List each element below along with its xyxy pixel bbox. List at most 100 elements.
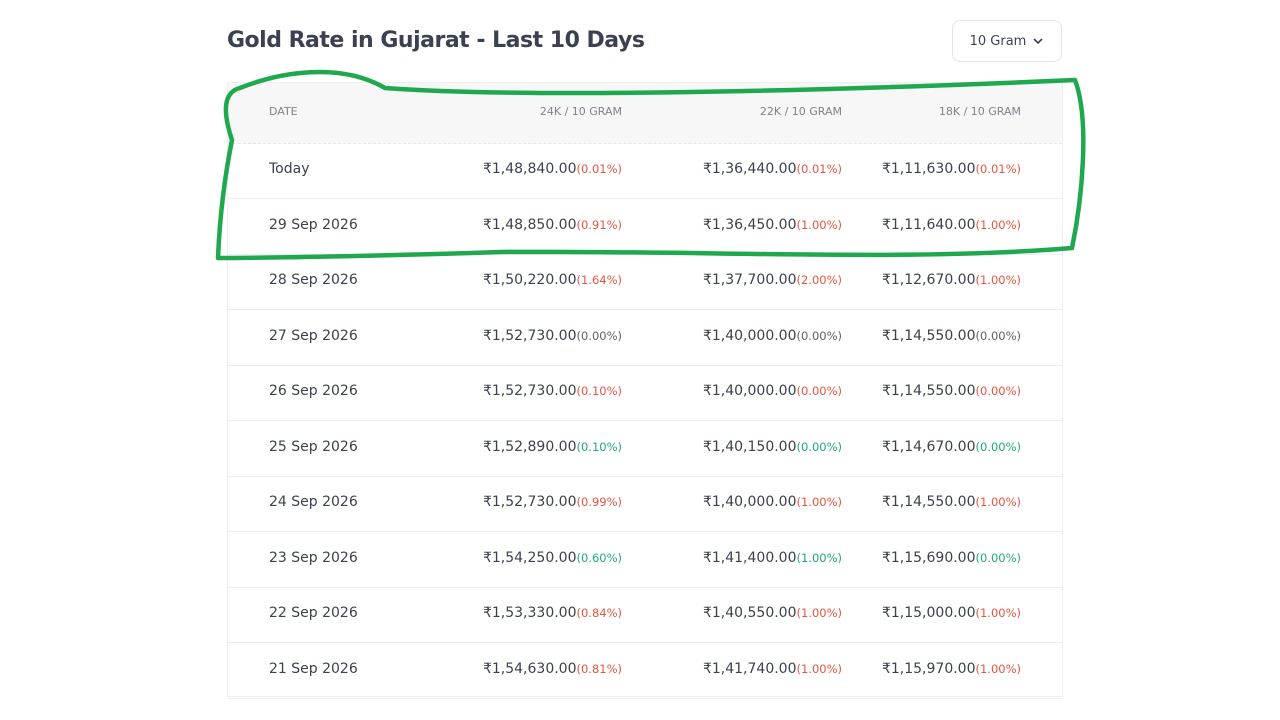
price: ₹1,14,670.00 [881,438,976,455]
table-row: 29 Sep 2026 ₹1,48,850.00(0.91%) ₹1,36,450.… [228,199,1062,255]
change: (1.00%) [796,661,842,676]
price: ₹1,14,550.00 [881,383,976,399]
rate-cell: ₹1,40,150.00(0.00%) [703,439,842,455]
change: (0.00%) [975,439,1021,454]
price: ₹1,40,000.00 [702,327,797,344]
date-cell: 25 Sep 2026 [269,438,358,455]
table-row: 26 Sep 2026 ₹1,52,730.00(0.10%) ₹1,40,000.… [228,365,1062,421]
change: (1.00%) [975,273,1021,287]
rate-cell: ₹1,15,690.00(0.00%) [882,550,1021,566]
date-cell: 29 Sep 2026 [269,216,358,233]
price: ₹1,15,690.00 [881,549,976,566]
change: (1.64%) [576,273,622,287]
column-header: 22K / 10 GRAM [759,105,842,118]
date-cell: 24 Sep 2026 [269,494,358,510]
rate-cell: ₹1,40,000.00(0.00%) [703,328,842,344]
price: ₹1,52,730.00 [482,383,577,399]
date-cell: 22 Sep 2026 [269,605,358,621]
table-row: 23 Sep 2026 ₹1,54,250.00(0.60%) ₹1,41,400.… [228,532,1062,588]
date-cell: 27 Sep 2026 [269,327,358,344]
price: ₹1,36,450.00 [702,216,797,233]
change: (0.01%) [975,162,1021,176]
date-cell: Today [269,161,310,177]
rate-cell: ₹1,41,400.00(1.00%) [703,550,842,566]
change: (1.00%) [796,217,842,232]
change: (1.00%) [796,606,842,620]
price: ₹1,40,550.00 [702,605,797,621]
rate-cell: ₹1,15,000.00(1.00%) [882,605,1021,621]
price: ₹1,41,740.00 [702,660,797,677]
change: (0.84%) [576,606,622,620]
change: (0.81%) [576,661,622,676]
rate-cell: ₹1,11,640.00(1.00%) [882,217,1021,233]
change: (0.01%) [796,162,842,176]
change: (0.00%) [796,328,842,343]
rate-table: DATE 24K / 10 GRAM 22K / 10 GRAM 18K / 10 G… [227,82,1063,699]
rate-cell: ₹1,50,220.00(1.64%) [483,272,622,288]
change: (0.00%) [796,384,842,398]
table-row: 27 Sep 2026 ₹1,52,730.00(0.00%) ₹1,40,000.… [228,310,1062,366]
change: (0.00%) [796,439,842,454]
price: ₹1,54,250.00 [482,549,577,566]
table-row: Today ₹1,48,840.00(0.01%) ₹1,36,440.00(0.0… [228,143,1062,199]
change: (0.60%) [576,550,622,565]
table-row: 22 Sep 2026 ₹1,53,330.00(0.84%) ₹1,40,550.… [228,587,1062,643]
rate-cell: ₹1,40,000.00(0.00%) [703,383,842,399]
title: Gold Rate in Gujarat - Last 10 Days [227,28,645,53]
change: (0.00%) [975,328,1021,343]
change: (0.10%) [576,439,622,454]
change: (0.91%) [576,217,622,232]
price: ₹1,52,730.00 [482,327,577,344]
price: ₹1,40,150.00 [702,438,797,455]
change: (1.00%) [975,606,1021,620]
date-cell: 28 Sep 2026 [269,272,358,288]
change: (1.00%) [796,550,842,565]
rate-cell: ₹1,36,440.00(0.01%) [703,161,842,177]
rate-cell: ₹1,54,630.00(0.81%) [483,661,622,677]
rate-cell: ₹1,37,700.00(2.00%) [703,272,842,288]
price: ₹1,15,970.00 [881,660,976,677]
price: ₹1,48,850.00 [482,216,577,233]
rate-cell: ₹1,53,330.00(0.84%) [483,605,622,621]
table-row: 25 Sep 2026 ₹1,52,890.00(0.10%) ₹1,40,150.… [228,421,1062,477]
rate-cell: ₹1,40,550.00(1.00%) [703,605,842,621]
rate-cell: ₹1,41,740.00(1.00%) [703,661,842,677]
table-row: 24 Sep 2026 ₹1,52,730.00(0.99%) ₹1,40,000.… [228,476,1062,532]
price: ₹1,11,630.00 [881,161,976,177]
rate-cell: ₹1,12,670.00(1.00%) [882,272,1021,288]
price: ₹1,48,840.00 [482,161,577,177]
rate-cell: ₹1,54,250.00(0.60%) [483,550,622,566]
price: ₹1,40,000.00 [702,383,797,399]
rate-cell: ₹1,52,730.00(0.99%) [483,494,622,510]
change: (0.00%) [576,328,622,343]
price: ₹1,50,220.00 [482,272,577,288]
price: ₹1,52,730.00 [482,494,577,510]
change: (0.00%) [975,550,1021,565]
change: (1.00%) [975,661,1021,676]
rate-cell: ₹1,40,000.00(1.00%) [703,494,842,510]
price: ₹1,12,670.00 [881,272,976,288]
price: ₹1,41,400.00 [702,549,797,566]
column-header: 18K / 10 GRAM [938,105,1021,118]
price: ₹1,36,440.00 [702,161,797,177]
change: (0.00%) [975,384,1021,398]
table-header: DATE 24K / 10 GRAM 22K / 10 GRAM 18K / 10 G… [228,83,1062,144]
change: (0.99%) [576,495,622,509]
price: ₹1,15,000.00 [881,605,976,621]
rate-cell: ₹1,52,890.00(0.10%) [483,439,622,455]
price: ₹1,14,550.00 [881,494,976,510]
rate-cell: ₹1,48,850.00(0.91%) [483,217,622,233]
rate-cell: ₹1,14,550.00(0.00%) [882,328,1021,344]
unit-dropdown[interactable]: 10 Gram [952,20,1062,62]
price: ₹1,37,700.00 [702,272,797,288]
rate-cell: ₹1,48,840.00(0.01%) [483,161,622,177]
dropdown-label: 10 Gram [969,33,1027,49]
rate-cell: ₹1,14,550.00(0.00%) [882,383,1021,399]
rate-cell: ₹1,14,550.00(1.00%) [882,494,1021,510]
rate-cell: ₹1,15,970.00(1.00%) [882,661,1021,677]
change: (1.00%) [975,217,1021,232]
column-header: DATE [269,105,298,118]
price: ₹1,14,550.00 [881,327,976,344]
price: ₹1,11,640.00 [881,216,976,233]
